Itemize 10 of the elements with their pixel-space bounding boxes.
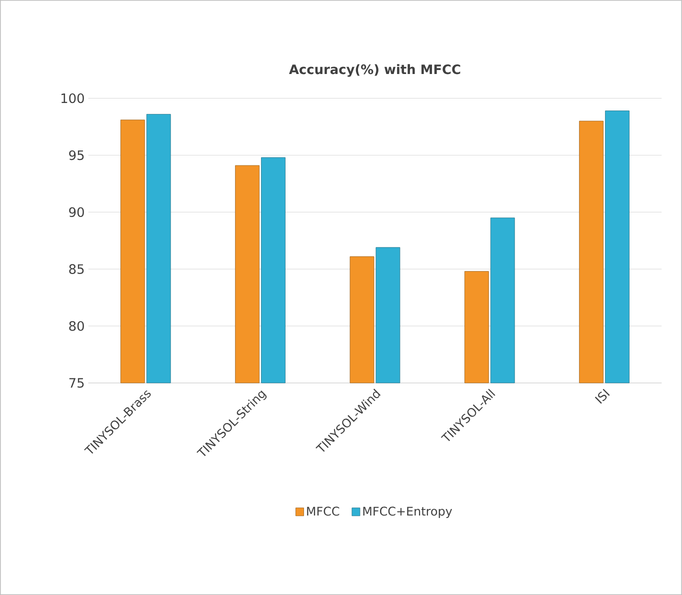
- chart-title: Accuracy(%) with MFCC: [289, 64, 460, 77]
- y-tick-label: 95: [69, 150, 84, 160]
- legend-label: MFCC+Entropy: [363, 506, 452, 518]
- y-tick-label: 100: [62, 93, 84, 104]
- x-tick-label: ISI: [594, 388, 610, 404]
- y-tick-label: 90: [69, 207, 84, 217]
- y-tick-label: 75: [69, 378, 84, 388]
- legend-label: MFCC: [307, 506, 340, 516]
- y-tick-label: 80: [69, 321, 84, 331]
- y-tick-label: 85: [69, 264, 84, 274]
